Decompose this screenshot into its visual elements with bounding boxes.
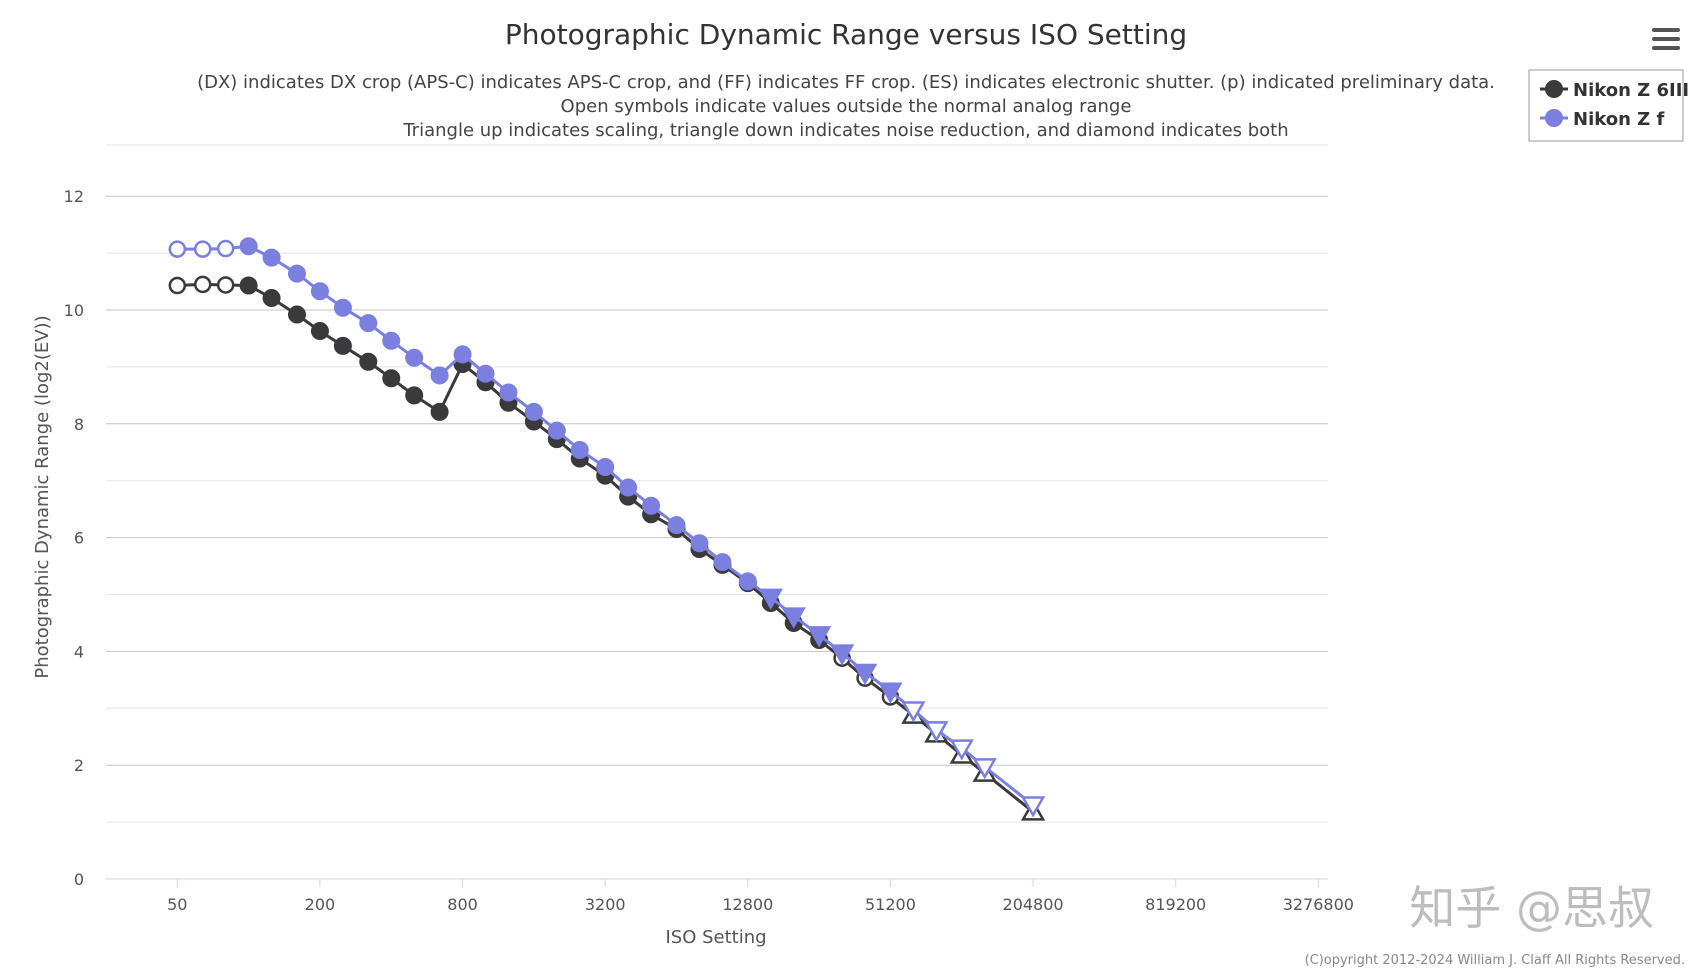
x-tick-label: 204800 xyxy=(1003,895,1064,914)
chart-subtitle-line-1: (DX) indicates DX crop (APS-C) indicates… xyxy=(197,72,1495,93)
data-point[interactable] xyxy=(430,402,449,421)
data-point[interactable] xyxy=(239,276,258,295)
series-0 xyxy=(168,275,1046,821)
legend-marker-nikon-zf xyxy=(1545,109,1563,127)
x-axis-title: ISO Setting xyxy=(665,927,766,948)
x-tick-label: 51200 xyxy=(865,895,916,914)
chart-subtitle-line-3: Triangle up indicates scaling, triangle … xyxy=(402,120,1288,141)
copyright-credit: (C)opyright 2012-2024 William J. Claff A… xyxy=(1305,953,1685,968)
y-tick-label: 12 xyxy=(64,187,84,206)
x-tick-label: 200 xyxy=(305,895,336,914)
data-point[interactable] xyxy=(781,607,806,629)
data-point[interactable] xyxy=(310,322,329,341)
data-point[interactable] xyxy=(405,386,424,405)
hamburger-icon[interactable] xyxy=(1652,28,1680,50)
legend: Nikon Z 6III Nikon Z f xyxy=(1528,69,1689,142)
data-point[interactable] xyxy=(667,516,686,535)
legend-marker-nikon-z6iii xyxy=(1545,80,1563,98)
data-point[interactable] xyxy=(901,701,926,723)
legend-item-nikon-zf[interactable]: Nikon Z f xyxy=(1540,109,1664,130)
data-point[interactable] xyxy=(239,237,258,256)
data-point[interactable] xyxy=(806,626,832,648)
data-point[interactable] xyxy=(193,240,212,258)
data-point[interactable] xyxy=(570,440,589,459)
x-axis-ticks: 50 200 800 3200 12800 51200 204800 819200 327680… xyxy=(167,879,1354,914)
legend-label-nikon-zf: Nikon Z f xyxy=(1573,109,1664,130)
data-point[interactable] xyxy=(287,305,306,324)
data-point[interactable] xyxy=(642,496,661,515)
series-line xyxy=(177,282,1035,814)
data-point[interactable] xyxy=(430,366,449,385)
data-point[interactable] xyxy=(829,644,855,666)
data-point[interactable] xyxy=(476,364,495,383)
data-point[interactable] xyxy=(333,298,352,317)
legend-item-nikon-z6iii[interactable]: Nikon Z 6III xyxy=(1540,80,1689,101)
data-point[interactable] xyxy=(972,758,997,780)
data-point[interactable] xyxy=(382,331,401,350)
data-point[interactable] xyxy=(878,682,903,704)
data-point[interactable] xyxy=(949,739,974,761)
data-point[interactable] xyxy=(619,478,638,497)
data-point[interactable] xyxy=(168,276,187,295)
chart-title: Photographic Dynamic Range versus ISO Se… xyxy=(505,18,1187,51)
data-point[interactable] xyxy=(547,421,566,440)
y-axis-ticks: 0 2 4 6 8 10 12 xyxy=(64,187,84,889)
data-point[interactable] xyxy=(596,458,615,477)
x-tick-label: 3276800 xyxy=(1283,895,1354,914)
data-point[interactable] xyxy=(262,248,281,267)
data-point[interactable] xyxy=(1020,796,1046,818)
legend-label-nikon-z6iii: Nikon Z 6III xyxy=(1573,80,1689,101)
data-point[interactable] xyxy=(524,402,543,421)
series-layer xyxy=(168,237,1046,821)
y-axis-title: Photographic Dynamic Range (log2(EV)) xyxy=(32,315,53,678)
data-point[interactable] xyxy=(262,289,281,308)
data-point[interactable] xyxy=(453,345,472,364)
y-tick-label: 10 xyxy=(64,301,84,320)
data-point[interactable] xyxy=(405,348,424,367)
data-point[interactable] xyxy=(713,553,732,572)
data-point[interactable] xyxy=(287,264,306,283)
y-tick-label: 0 xyxy=(74,870,84,889)
data-point[interactable] xyxy=(216,239,235,258)
y-tick-label: 6 xyxy=(74,529,84,548)
data-point[interactable] xyxy=(499,383,518,402)
data-point[interactable] xyxy=(359,352,378,371)
x-tick-label: 12800 xyxy=(722,895,773,914)
data-point[interactable] xyxy=(310,282,329,301)
data-point[interactable] xyxy=(758,588,783,610)
y-tick-label: 2 xyxy=(74,756,84,775)
series-1 xyxy=(168,237,1046,818)
x-tick-label: 800 xyxy=(447,895,478,914)
x-tick-label: 819200 xyxy=(1145,895,1206,914)
data-point[interactable] xyxy=(168,240,187,258)
watermark-text: 知乎 @思叔 xyxy=(1409,881,1654,935)
x-tick-label: 50 xyxy=(167,895,187,914)
gridlines xyxy=(106,144,1328,880)
data-point[interactable] xyxy=(216,276,235,294)
data-point[interactable] xyxy=(359,314,378,333)
x-tick-label: 3200 xyxy=(585,895,626,914)
data-point[interactable] xyxy=(690,534,709,553)
y-tick-label: 4 xyxy=(74,642,84,661)
data-point[interactable] xyxy=(382,369,401,388)
chart-subtitle-line-2: Open symbols indicate values outside the… xyxy=(561,96,1132,117)
data-point[interactable] xyxy=(333,336,352,355)
data-point[interactable] xyxy=(193,275,212,294)
data-point[interactable] xyxy=(738,572,757,591)
data-point[interactable] xyxy=(924,721,949,743)
y-tick-label: 8 xyxy=(74,415,84,434)
data-point[interactable] xyxy=(852,663,878,685)
